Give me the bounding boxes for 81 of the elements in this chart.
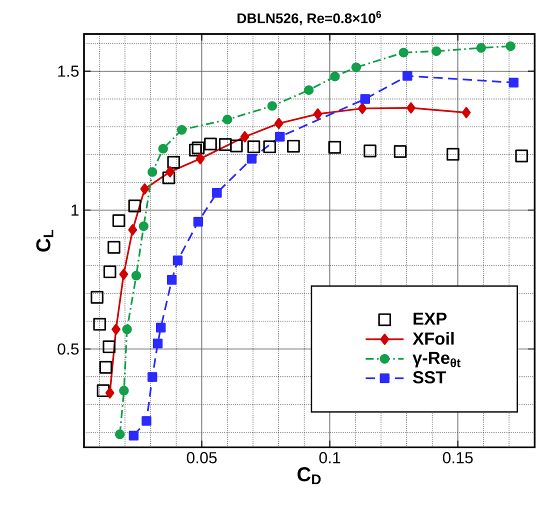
point [142,416,152,426]
point [112,324,120,335]
point [446,148,460,161]
point [138,221,149,232]
point [328,140,342,154]
point [140,183,150,195]
point [114,429,125,440]
point [394,145,407,158]
point [99,360,112,374]
point [196,153,205,164]
point [93,318,106,331]
x-axis-title: C$_{D}$ [298,467,321,484]
x-tick-label: 0.05 [186,452,217,464]
point [122,324,132,334]
legend-label: SST [412,371,446,384]
point [119,386,129,396]
point [158,144,168,154]
point [156,322,166,332]
point [431,46,442,56]
point [406,102,416,114]
point [128,430,139,441]
point [103,265,116,278]
point [128,224,138,236]
point [96,384,110,398]
point [508,78,519,88]
point [515,150,528,162]
point [218,138,232,151]
point [476,43,486,53]
point [212,188,222,198]
point [313,108,322,120]
point [166,166,175,178]
point [222,114,232,124]
point [172,256,183,266]
x-tick-label: 0.15 [442,452,473,464]
point [148,167,158,177]
y-tick-label: 1 [72,204,79,216]
point [102,340,116,354]
point [246,154,257,164]
y-tick-label: 0.5 [58,343,79,355]
point [188,144,202,156]
x-tick-label: 0.1 [319,452,340,464]
point [351,62,362,72]
y-axis-title: C$_{L}$ [36,230,54,252]
point [330,72,340,82]
point [247,140,260,154]
point [304,85,314,95]
point [462,106,471,118]
point [152,338,163,348]
point [148,372,158,382]
point [263,140,276,154]
point [193,216,204,227]
legend-label: γ-Re$_{θt}$ [412,352,461,368]
point [506,41,516,52]
point [192,141,205,154]
point [204,138,217,150]
point [176,124,187,135]
point [364,144,376,158]
point [358,102,367,114]
point [398,48,408,58]
point [166,274,177,285]
point [230,140,243,152]
point [402,71,412,81]
point [90,290,104,304]
point [119,268,128,280]
point [108,240,120,254]
point [240,131,250,142]
point [167,156,180,169]
point [162,171,176,184]
point [131,270,142,281]
point [275,132,285,142]
point [287,140,300,153]
chart-title: DBLN526, Re=0.8×10$^{6}$ [238,10,382,26]
point [105,387,114,399]
legend-label: XFoil [412,332,454,345]
point [112,214,126,228]
point [360,94,370,104]
point [128,200,142,212]
legend-label: EXP [414,312,447,325]
y-tick-label: 1.5 [58,66,79,77]
point [267,101,278,111]
point [274,118,284,130]
